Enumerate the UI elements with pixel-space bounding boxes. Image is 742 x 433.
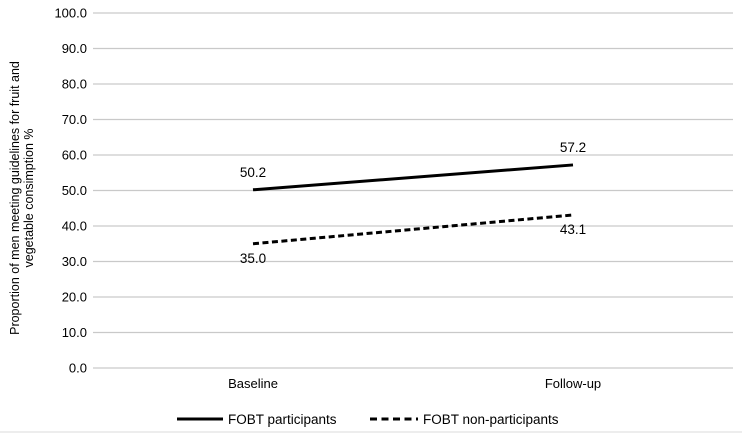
legend-item: FOBT non-participants xyxy=(370,412,559,427)
y-tick-label: 50.0 xyxy=(62,183,87,198)
y-tick-label: 0.0 xyxy=(69,361,87,376)
y-axis-title-line: Proportion of men meeting guidelines for… xyxy=(8,61,22,335)
legend-label: FOBT participants xyxy=(228,412,337,427)
x-tick-label-follow-up: Follow-up xyxy=(545,376,601,391)
y-tick-label: 100.0 xyxy=(54,6,87,21)
series-line-fobt-participants xyxy=(252,163,574,192)
y-tick-label: 90.0 xyxy=(62,41,87,56)
legend-item: FOBT participants xyxy=(177,412,337,427)
y-axis-ticks-group: 100.0 90.0 80.0 70.0 60.0 50.0 40.0 30.0 20.0 10.… xyxy=(54,6,87,376)
data-label: 43.1 xyxy=(560,222,586,237)
legend: FOBT participants FOBT non-participants xyxy=(177,412,559,427)
y-tick-label: 30.0 xyxy=(62,254,87,269)
legend-label: FOBT non-participants xyxy=(423,412,559,427)
y-axis-title-line: vegetable consimption % xyxy=(22,129,36,268)
y-axis-title: Proportion of men meeting guidelines for… xyxy=(8,61,36,335)
gridlines-group xyxy=(93,12,733,369)
y-tick-label: 20.0 xyxy=(62,290,87,305)
y-tick-label: 40.0 xyxy=(62,219,87,234)
x-tick-label-baseline: Baseline xyxy=(228,376,278,391)
y-tick-label: 10.0 xyxy=(62,325,87,340)
y-tick-label: 80.0 xyxy=(62,77,87,92)
y-tick-label: 70.0 xyxy=(62,112,87,127)
data-label: 50.2 xyxy=(240,165,266,180)
series-line-fobt-non-participants xyxy=(252,213,574,246)
data-label: 57.2 xyxy=(560,140,586,155)
data-label: 35.0 xyxy=(240,251,266,266)
y-tick-label: 60.0 xyxy=(62,148,87,163)
